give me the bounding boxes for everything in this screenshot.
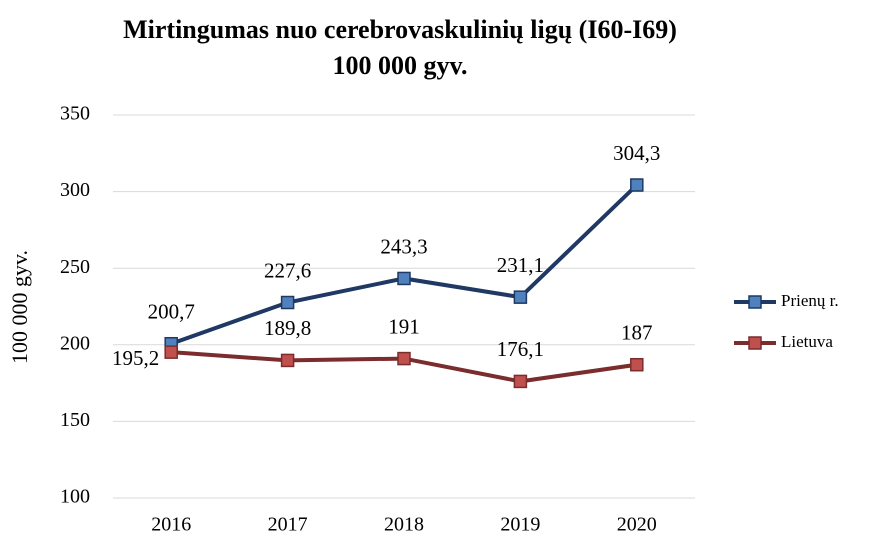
x-tick-label: 2019 xyxy=(500,514,540,536)
y-tick-label: 200 xyxy=(60,332,90,354)
legend-marker xyxy=(748,336,762,350)
y-tick-label: 150 xyxy=(60,409,90,431)
chart-title: Mirtingumas nuo cerebrovaskulinių ligų (… xyxy=(123,15,677,44)
marker xyxy=(630,357,644,372)
marker xyxy=(513,374,528,389)
chart-subtitle: 100 000 gyv. xyxy=(332,51,467,80)
x-tick-label: 2017 xyxy=(268,514,308,536)
y-tick-label: 100 xyxy=(60,486,90,508)
data-label: 200,7 xyxy=(148,300,195,324)
data-label: 227,6 xyxy=(264,258,311,282)
legend-marker xyxy=(748,295,762,309)
y-axis-label: 100 000 gyv. xyxy=(7,250,32,364)
data-label: 231,1 xyxy=(497,253,544,277)
marker xyxy=(280,353,295,368)
data-label: 176,1 xyxy=(497,337,544,361)
y-tick-label: 350 xyxy=(60,103,90,125)
x-tick-label: 2016 xyxy=(151,514,191,536)
data-label: 191 xyxy=(388,314,420,338)
marker xyxy=(630,178,644,192)
y-tick-label: 250 xyxy=(60,256,90,278)
marker xyxy=(397,271,411,286)
data-label: 187 xyxy=(621,321,653,345)
x-tick-label: 2018 xyxy=(384,514,424,536)
marker xyxy=(164,345,178,359)
data-label: 304,3 xyxy=(613,141,660,165)
data-label: 189,8 xyxy=(264,316,311,340)
legend-label: Prienų r. xyxy=(781,291,839,310)
data-label: 243,3 xyxy=(380,234,427,258)
marker xyxy=(397,351,411,366)
y-tick-label: 300 xyxy=(60,179,90,201)
marker xyxy=(280,295,295,310)
x-tick-label: 2020 xyxy=(617,514,657,536)
data-label: 195,2 xyxy=(112,346,159,370)
marker xyxy=(513,290,528,304)
legend-label: Lietuva xyxy=(781,332,833,351)
